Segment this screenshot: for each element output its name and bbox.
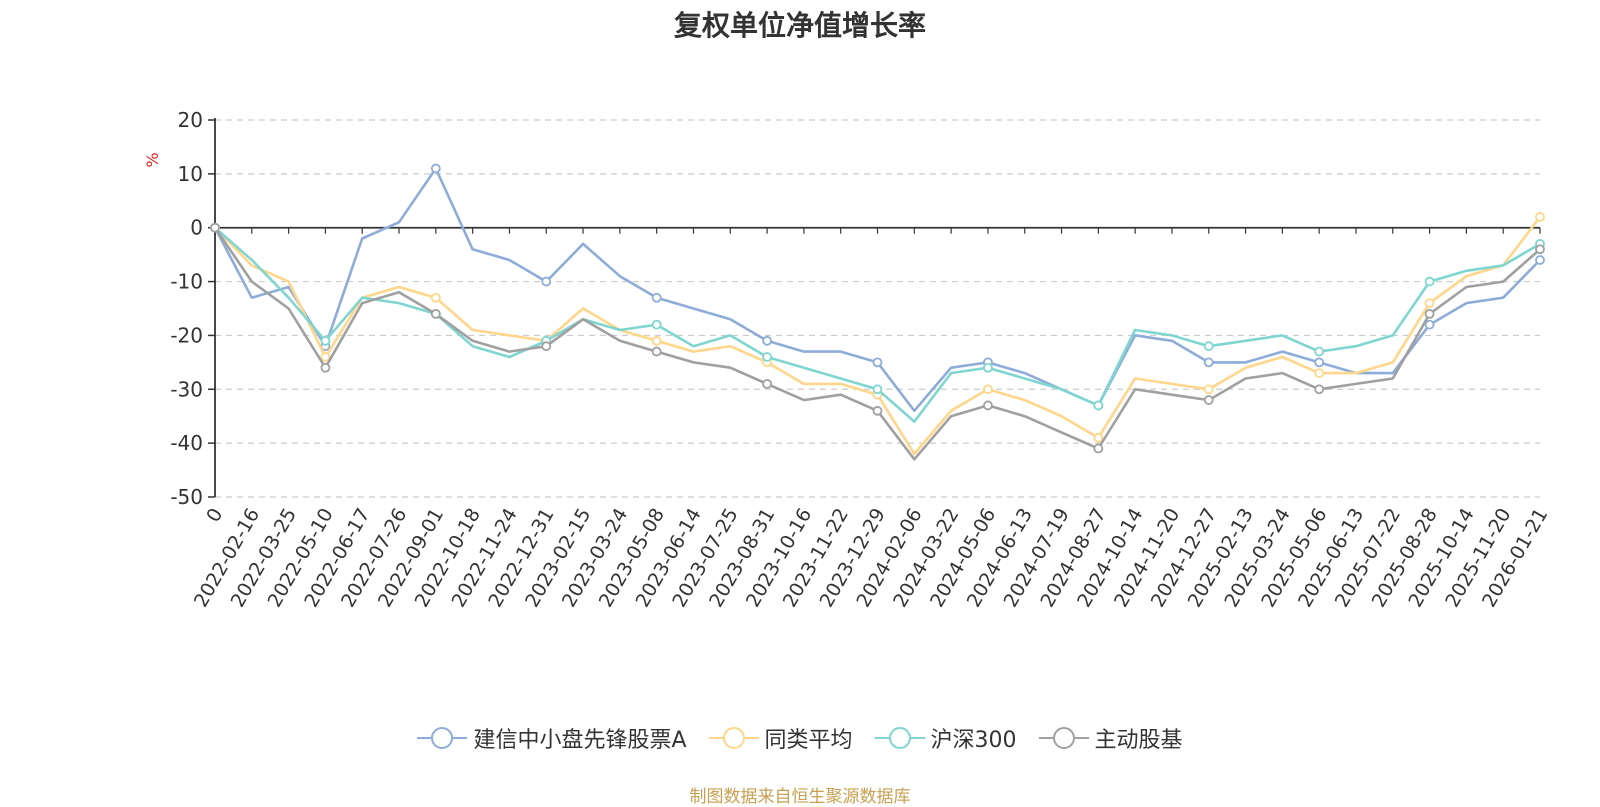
line-chart: 20100-10-20-30-40-5002022-02-162022-03-2… bbox=[143, 108, 1552, 611]
data-point[interactable] bbox=[1424, 298, 1435, 309]
data-point[interactable] bbox=[1424, 308, 1435, 319]
legend-item[interactable]: 沪深300 bbox=[874, 722, 1017, 754]
data-point[interactable] bbox=[651, 319, 662, 330]
data-point[interactable] bbox=[320, 362, 331, 373]
data-point[interactable] bbox=[762, 335, 772, 346]
data-point[interactable] bbox=[651, 292, 662, 303]
data-point[interactable] bbox=[320, 352, 331, 362]
y-axis-label: % bbox=[143, 152, 162, 167]
legend-marker-icon bbox=[708, 727, 759, 749]
legend-label: 建信中小盘先锋股票A bbox=[473, 728, 687, 753]
x-tick-label: 0 bbox=[202, 505, 227, 526]
data-point[interactable] bbox=[1314, 368, 1325, 379]
chart-title: 复权单位净值增长率 bbox=[673, 9, 926, 42]
data-point[interactable] bbox=[430, 308, 441, 319]
data-point[interactable] bbox=[1424, 276, 1435, 287]
axes: 20100-10-20-30-40-5002022-02-162022-03-2… bbox=[170, 108, 1552, 611]
legend-label: 主动股基 bbox=[1094, 728, 1183, 753]
data-point[interactable] bbox=[1314, 384, 1325, 395]
data-point[interactable] bbox=[1535, 255, 1545, 265]
source-note: 制图数据来自恒生聚源数据库 bbox=[689, 787, 911, 807]
data-point[interactable] bbox=[430, 163, 441, 174]
data-point[interactable] bbox=[651, 335, 662, 346]
data-point[interactable] bbox=[872, 405, 883, 416]
data-point[interactable] bbox=[983, 400, 993, 411]
legend-item[interactable]: 建信中小盘先锋股票A bbox=[417, 722, 687, 754]
data-point[interactable] bbox=[1424, 319, 1435, 330]
data-point[interactable] bbox=[541, 276, 552, 287]
data-point[interactable] bbox=[1093, 400, 1104, 411]
data-point[interactable] bbox=[1535, 212, 1545, 222]
series-lines bbox=[210, 163, 1545, 461]
data-point[interactable] bbox=[1314, 357, 1325, 368]
legend-marker-icon bbox=[874, 727, 925, 749]
y-tick-label: -30 bbox=[170, 377, 203, 401]
data-point[interactable] bbox=[1203, 395, 1214, 405]
data-point[interactable] bbox=[1314, 346, 1325, 357]
data-point[interactable] bbox=[983, 362, 993, 373]
data-point[interactable] bbox=[1093, 432, 1104, 443]
grid-lines bbox=[215, 119, 1540, 498]
y-tick-label: -20 bbox=[170, 323, 203, 347]
series-line-3 bbox=[213, 226, 1541, 461]
y-tick-label: 20 bbox=[178, 108, 203, 132]
legend-marker-icon bbox=[1038, 727, 1089, 749]
legend-item[interactable]: 同类平均 bbox=[708, 722, 853, 754]
data-point[interactable] bbox=[210, 222, 220, 233]
data-point[interactable] bbox=[762, 378, 772, 389]
series-line-0 bbox=[213, 167, 1541, 413]
y-tick-label: 0 bbox=[190, 216, 203, 240]
legend-label: 沪深300 bbox=[930, 728, 1017, 753]
data-point[interactable] bbox=[430, 292, 441, 303]
data-point[interactable] bbox=[1093, 443, 1104, 454]
data-point[interactable] bbox=[762, 352, 772, 362]
legend-item[interactable]: 主动股基 bbox=[1038, 722, 1183, 754]
y-tick-label: -50 bbox=[170, 485, 203, 509]
data-point[interactable] bbox=[1535, 244, 1545, 255]
y-tick-label: 10 bbox=[178, 162, 203, 186]
data-point[interactable] bbox=[651, 346, 662, 357]
data-point[interactable] bbox=[1203, 341, 1214, 352]
data-point[interactable] bbox=[1203, 357, 1214, 368]
data-point[interactable] bbox=[1203, 384, 1214, 395]
data-point[interactable] bbox=[872, 384, 883, 395]
legend-label: 同类平均 bbox=[764, 728, 853, 753]
y-tick-label: -40 bbox=[170, 431, 203, 455]
legend: 建信中小盘先锋股票A 同类平均 沪深300 主动股基 bbox=[0, 722, 1600, 754]
data-point[interactable] bbox=[541, 341, 552, 352]
legend-marker-icon bbox=[417, 727, 468, 749]
data-point[interactable] bbox=[320, 335, 331, 346]
data-point[interactable] bbox=[872, 357, 883, 368]
data-point[interactable] bbox=[983, 384, 993, 395]
y-tick-label: -10 bbox=[170, 270, 203, 294]
